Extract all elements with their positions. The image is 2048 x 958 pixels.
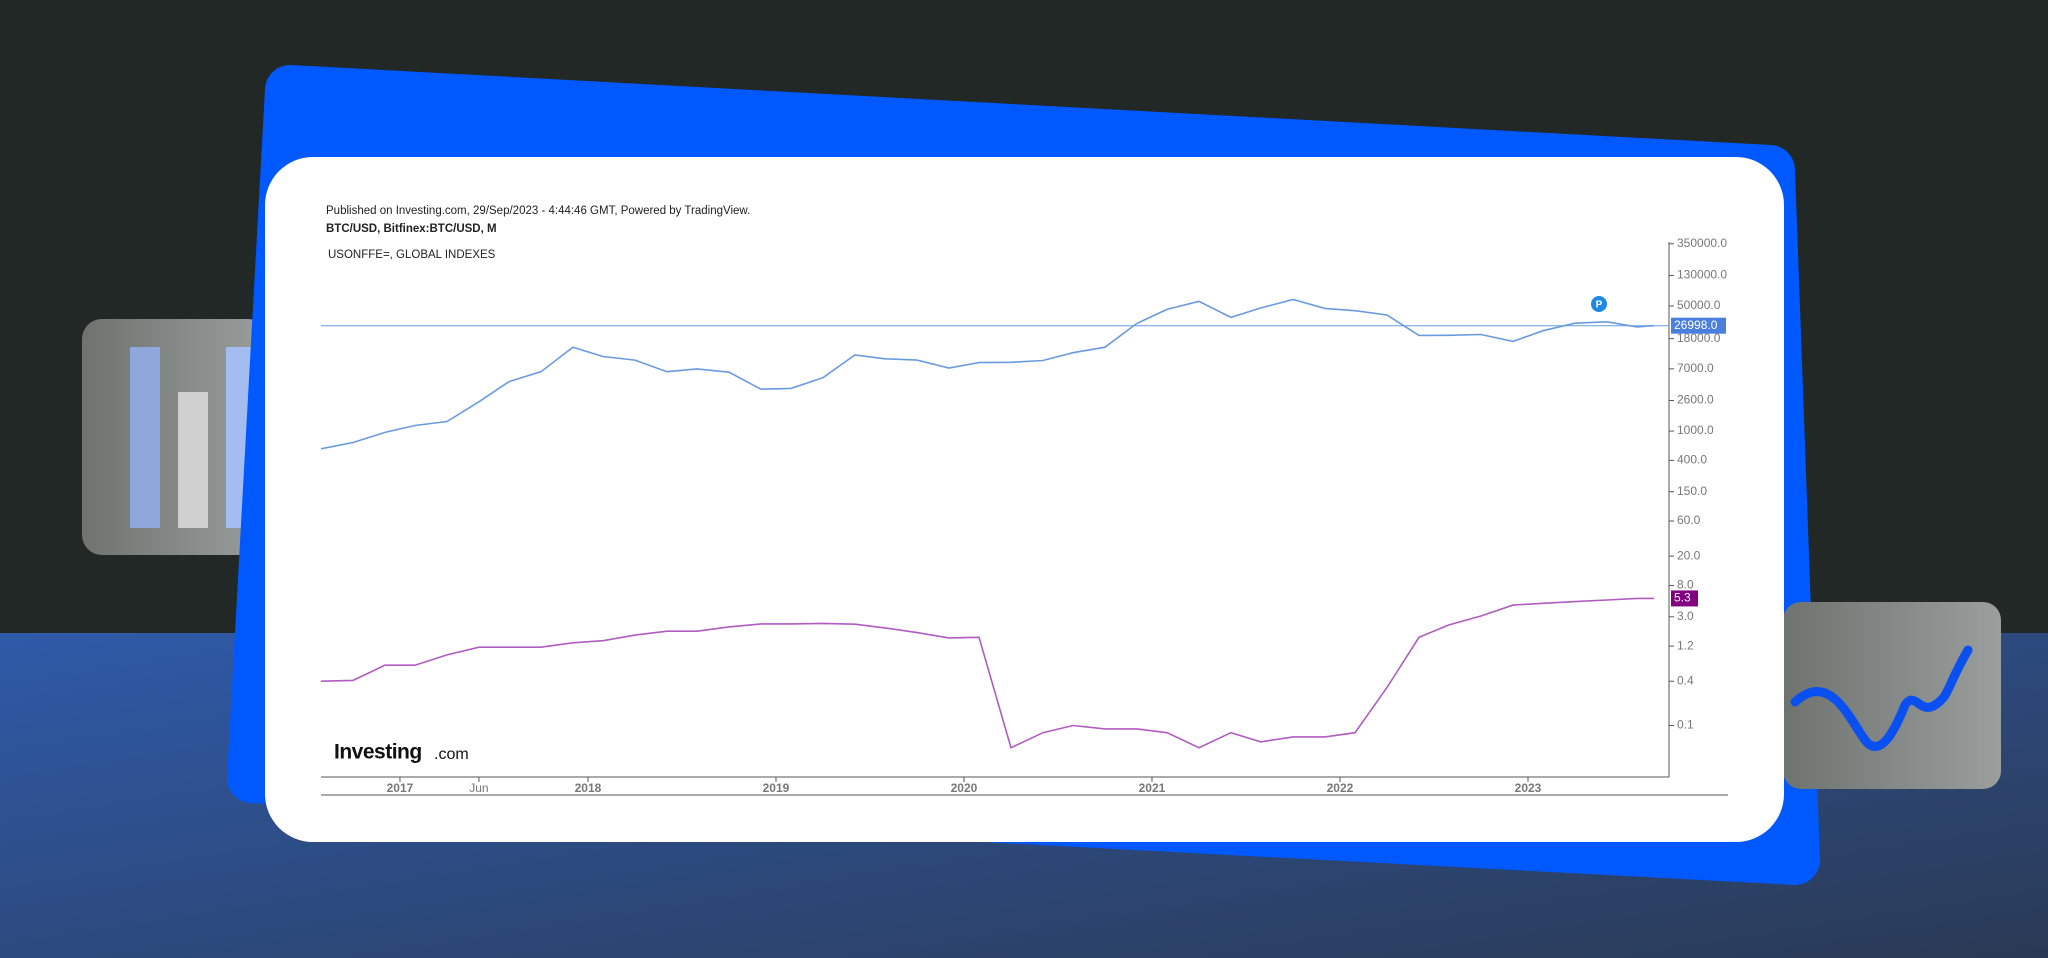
y-tick-label: 1.2 bbox=[1677, 638, 1694, 652]
last-value-label: 26998.0 bbox=[1674, 318, 1718, 332]
y-tick-label: 7000.0 bbox=[1677, 361, 1714, 375]
y-tick-label: 2600.0 bbox=[1677, 393, 1714, 407]
last-value-box bbox=[1671, 317, 1726, 334]
y-tick-label: 50000.0 bbox=[1677, 298, 1721, 312]
deco-bar bbox=[130, 347, 160, 528]
y-tick-label: 0.1 bbox=[1677, 718, 1694, 732]
y-tick-label: 18000.0 bbox=[1677, 331, 1721, 345]
last-value-label: 5.3 bbox=[1674, 591, 1691, 605]
symbol: BTC/USD, Bitfinex:BTC/USD, M bbox=[326, 223, 497, 235]
y-tick-label: 1000.0 bbox=[1677, 423, 1714, 437]
y-tick-label: 3.0 bbox=[1677, 609, 1694, 623]
x-tick-label: 2021 bbox=[1139, 781, 1166, 795]
deco-bar bbox=[178, 392, 208, 528]
y-tick-label: 8.0 bbox=[1677, 578, 1694, 592]
last-value-box bbox=[1671, 590, 1698, 607]
y-tick-label: 20.0 bbox=[1677, 548, 1701, 562]
x-tick-label: 2022 bbox=[1327, 781, 1354, 795]
logo: Investing .com bbox=[334, 741, 469, 764]
series-line bbox=[320, 597, 1654, 749]
badge-label: P bbox=[1596, 300, 1603, 311]
y-tick-label: 60.0 bbox=[1677, 513, 1701, 527]
y-tick-label: 0.4 bbox=[1677, 673, 1694, 687]
x-tick-label: 2017 bbox=[387, 781, 414, 795]
logo-main: Investing bbox=[334, 741, 422, 764]
x-tick-label: 2023 bbox=[1515, 781, 1542, 795]
y-tick-label: 350000.0 bbox=[1677, 236, 1727, 250]
logo-suffix: .com bbox=[434, 746, 469, 763]
y-tick-label: 130000.0 bbox=[1677, 268, 1727, 282]
x-tick-label: 2020 bbox=[951, 781, 978, 795]
x-tick-label: 2018 bbox=[575, 781, 602, 795]
y-tick-label: 150.0 bbox=[1677, 484, 1707, 498]
x-tick-label: 2019 bbox=[763, 781, 790, 795]
badge bbox=[1591, 296, 1607, 312]
right-card bbox=[1783, 602, 2001, 789]
y-tick-label: 400.0 bbox=[1677, 453, 1707, 467]
deco-squiggle bbox=[1790, 645, 1973, 751]
series-line bbox=[320, 298, 1655, 450]
published: Published on Investing.com, 29/Sep/2023 … bbox=[326, 205, 750, 217]
chart-card bbox=[265, 157, 1784, 842]
left-card bbox=[82, 319, 268, 555]
series-label: USONFFE=, GLOBAL INDEXES bbox=[328, 249, 496, 261]
x-tick-label: Jun bbox=[469, 781, 488, 795]
